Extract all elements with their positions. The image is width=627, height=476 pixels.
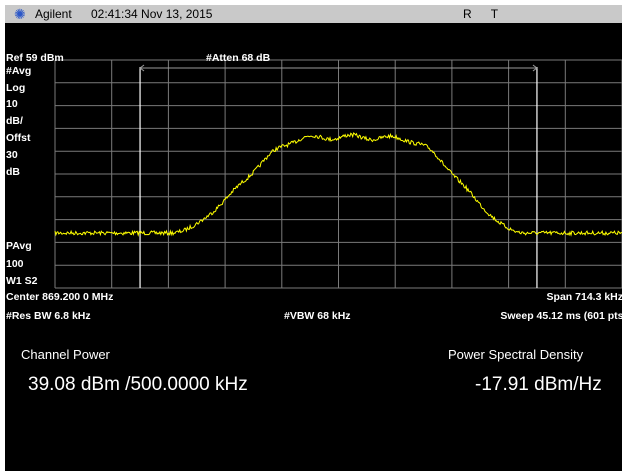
- status-flags: R T: [463, 7, 514, 21]
- brand-name: Agilent: [35, 7, 72, 21]
- offset-value: 30: [6, 149, 18, 161]
- arrowhead-left: [139, 64, 145, 72]
- pavg-label: PAvg: [6, 240, 32, 252]
- offset-unit: dB: [6, 166, 20, 178]
- title-bar: ✺ Agilent 02:41:34 Nov 13, 2015 R T: [5, 5, 622, 23]
- channel-power-label: Channel Power: [21, 347, 110, 362]
- avg-label: #Avg: [6, 65, 32, 77]
- vbw: #VBW 68 kHz: [284, 310, 351, 322]
- trace-window: W1 S2: [6, 275, 38, 287]
- agilent-spark-icon: ✺: [14, 6, 26, 22]
- psd-label: Power Spectral Density: [448, 347, 584, 362]
- analyzer-screen: ✺ Agilent 02:41:34 Nov 13, 2015 R T Ref …: [5, 5, 622, 471]
- scale-value: 10: [6, 98, 18, 110]
- spectrum-display: [54, 59, 622, 289]
- psd-value: -17.91 dBm/Hz: [475, 374, 602, 395]
- ref-level: Ref 59 dBm: [6, 52, 64, 64]
- channel-power-value: 39.08 dBm /500.0000 kHz: [28, 374, 248, 395]
- span: Span 714.3 kHz: [546, 291, 622, 303]
- attenuation: #Atten 68 dB: [206, 52, 271, 64]
- pavg-count: 100: [6, 258, 24, 270]
- flag-r: R: [463, 7, 472, 21]
- offset-label: Offst: [6, 132, 31, 144]
- flag-t: T: [490, 7, 499, 21]
- channel-markers: [139, 64, 538, 288]
- center-frequency: Center 869.200 0 MHz: [6, 291, 114, 303]
- scale-log: Log: [6, 82, 26, 94]
- res-bw: #Res BW 6.8 kHz: [6, 310, 91, 322]
- timestamp: 02:41:34 Nov 13, 2015: [91, 7, 213, 21]
- arrowhead-right: [532, 64, 538, 72]
- sweep-time: Sweep 45.12 ms (601 pts): [500, 310, 622, 322]
- scale-unit: dB/: [6, 115, 23, 127]
- spectrum-trace: [54, 132, 622, 237]
